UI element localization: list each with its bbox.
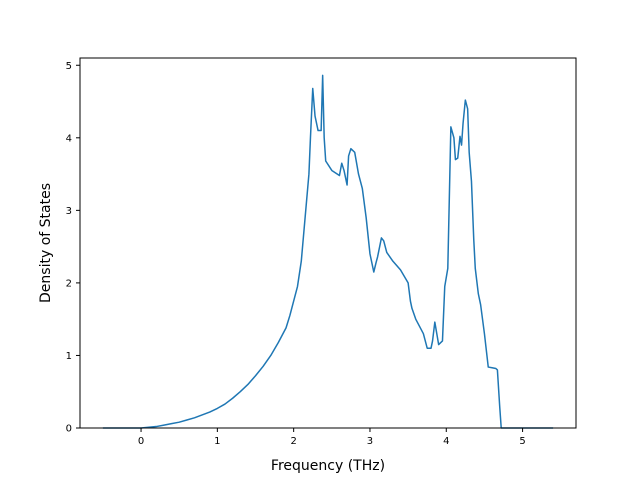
- x-tick-label: 5: [519, 436, 525, 447]
- dos-series-line: [102, 74, 554, 429]
- y-tick-label: 2: [66, 278, 72, 289]
- series-layer: [102, 74, 554, 429]
- x-axis-title: Frequency (THz): [271, 458, 385, 474]
- x-tick-label: 1: [214, 436, 220, 447]
- plot-frame: [79, 57, 577, 429]
- y-tick-label: 4: [66, 133, 72, 144]
- y-axis-title: Density of States: [38, 183, 54, 303]
- x-tick-label: 0: [138, 436, 144, 447]
- x-tick-label: 2: [290, 436, 296, 447]
- plot-area: [80, 58, 576, 428]
- x-tick-label: 3: [367, 436, 373, 447]
- x-tick-label: 4: [443, 436, 449, 447]
- axis-layer: 0 1 2 3 4 5 0 1 2 3 4 5: [66, 61, 526, 447]
- y-tick-label: 5: [66, 61, 72, 72]
- y-tick-label: 0: [66, 424, 72, 435]
- y-tick-label: 1: [66, 351, 72, 362]
- y-tick-label: 3: [66, 206, 72, 217]
